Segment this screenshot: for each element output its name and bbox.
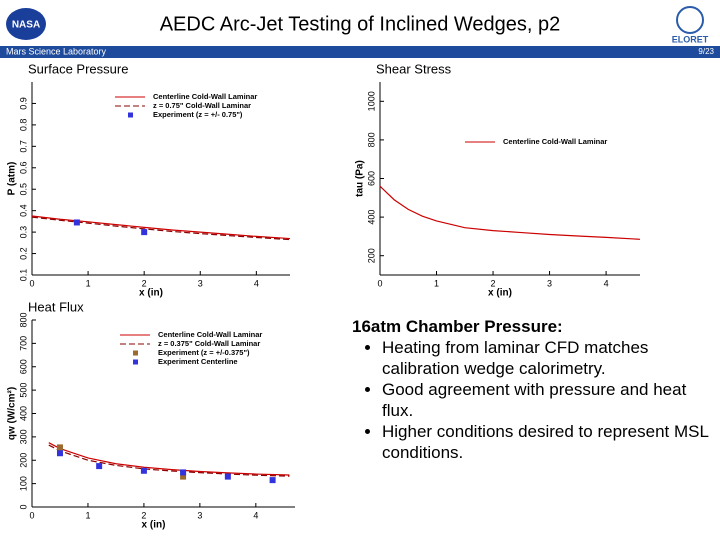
y-tick-label: 1000 xyxy=(366,91,376,111)
data-point xyxy=(141,229,148,236)
x-tick-label: 3 xyxy=(197,510,202,520)
data-line xyxy=(31,215,291,240)
legend-swatch xyxy=(133,350,138,356)
y-tick-label: 600 xyxy=(366,171,376,186)
y-tick-label: 200 xyxy=(366,248,376,263)
x-tick-label: 4 xyxy=(253,510,258,520)
legend-label: z = 0.75" Cold-Wall Laminar xyxy=(153,101,251,110)
data-point xyxy=(269,477,276,484)
y-tick-label: 400 xyxy=(366,210,376,225)
y-tick-label: 0.4 xyxy=(18,204,28,217)
bullet: Higher conditions desired to represent M… xyxy=(382,421,712,463)
y-tick-label: 0 xyxy=(18,504,28,509)
legend-label: Centerline Cold-Wall Laminar xyxy=(503,137,607,146)
y-tick-label: 400 xyxy=(18,406,28,421)
y-tick-label: 200 xyxy=(18,453,28,468)
x-tick-label: 2 xyxy=(141,510,146,520)
x-tick-label: 4 xyxy=(604,278,609,288)
slide-title: AEDC Arc-Jet Testing of Inclined Wedges,… xyxy=(160,13,561,35)
y-tick-label: 800 xyxy=(366,132,376,147)
bullet-list: Heating from laminar CFD matches calibra… xyxy=(352,337,712,463)
legend-label: Centerline Cold-Wall Laminar xyxy=(158,330,262,339)
eloret-logo xyxy=(676,6,704,34)
x-axis-label: x (in) xyxy=(488,288,512,299)
page-number: 9/23 xyxy=(698,47,714,56)
data-point xyxy=(180,469,187,476)
data-point xyxy=(180,473,187,480)
x-axis-label: x (in) xyxy=(142,520,166,531)
y-tick-label: 0.1 xyxy=(18,269,28,282)
data-point xyxy=(56,450,63,457)
bullet: Good agreement with pressure and heat fl… xyxy=(382,379,712,421)
chart-title: Surface Pressure xyxy=(28,61,128,76)
header-subtitle: Mars Science Laboratory xyxy=(6,46,107,56)
y-tick-label: 0.2 xyxy=(18,247,28,260)
y-tick-label: 0.5 xyxy=(18,183,28,196)
legend-label: Centerline Cold-Wall Laminar xyxy=(153,92,257,101)
x-tick-label: 2 xyxy=(491,278,496,288)
legend-swatch xyxy=(128,112,133,118)
x-tick-label: 0 xyxy=(29,278,34,288)
y-tick-label: 0.6 xyxy=(18,162,28,175)
y-tick-label: 0.9 xyxy=(18,97,28,110)
data-point xyxy=(73,219,80,226)
data-line xyxy=(379,185,641,240)
y-tick-label: 800 xyxy=(18,312,28,327)
notes: 16atm Chamber Pressure: Heating from lam… xyxy=(352,316,712,463)
legend-label: Experiment Centerline xyxy=(158,357,238,366)
x-tick-label: 1 xyxy=(85,510,90,520)
header-bar xyxy=(0,46,720,58)
data-point xyxy=(224,473,231,480)
legend-label: Experiment (z = +/-0.375") xyxy=(158,348,250,357)
y-axis-label: qw (W/cm²) xyxy=(7,387,18,440)
y-tick-label: 600 xyxy=(18,359,28,374)
legend-swatch xyxy=(133,359,138,365)
nasa-logo-text: NASA xyxy=(12,20,40,31)
chart-title: Shear Stress xyxy=(376,61,452,76)
x-tick-label: 0 xyxy=(29,510,34,520)
x-axis-label: x (in) xyxy=(139,288,163,299)
y-axis-label: P (atm) xyxy=(7,162,18,196)
data-point xyxy=(96,463,103,470)
bullet: Heating from laminar CFD matches calibra… xyxy=(382,337,712,379)
x-tick-label: 4 xyxy=(254,278,259,288)
y-tick-label: 500 xyxy=(18,383,28,398)
x-tick-label: 1 xyxy=(86,278,91,288)
data-point xyxy=(56,444,63,451)
legend-label: z = 0.375" Cold-Wall Laminar xyxy=(158,339,260,348)
y-tick-label: 700 xyxy=(18,336,28,351)
data-line xyxy=(48,442,290,476)
y-tick-label: 0.3 xyxy=(18,226,28,239)
y-tick-label: 0.8 xyxy=(18,119,28,132)
notes-heading: 16atm Chamber Pressure: xyxy=(352,317,563,336)
x-tick-label: 3 xyxy=(198,278,203,288)
y-tick-label: 0.7 xyxy=(18,140,28,153)
y-tick-label: 100 xyxy=(18,476,28,491)
data-line xyxy=(48,444,290,477)
nasa-logo xyxy=(6,8,46,40)
chart-title: Heat Flux xyxy=(28,299,84,314)
x-tick-label: 2 xyxy=(142,278,147,288)
x-tick-label: 1 xyxy=(434,278,439,288)
legend-label: Experiment (z = +/- 0.75") xyxy=(153,110,243,119)
y-tick-label: 300 xyxy=(18,429,28,444)
x-tick-label: 3 xyxy=(547,278,552,288)
data-line xyxy=(31,216,291,241)
x-tick-label: 0 xyxy=(377,278,382,288)
eloret-logo-text: ELORET xyxy=(672,34,709,44)
data-point xyxy=(140,467,147,474)
y-axis-label: tau (Pa) xyxy=(355,160,366,197)
